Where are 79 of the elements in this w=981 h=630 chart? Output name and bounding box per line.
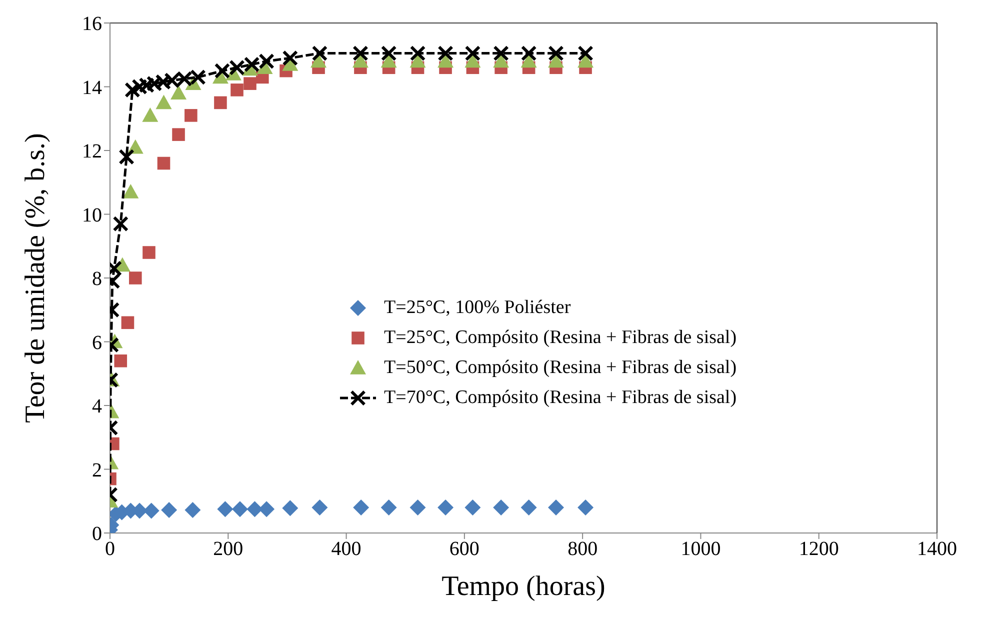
y-tick-label: 4 bbox=[92, 396, 102, 418]
point bbox=[142, 246, 156, 259]
point bbox=[410, 500, 426, 516]
point bbox=[548, 45, 564, 62]
point bbox=[164, 72, 180, 88]
point bbox=[190, 69, 206, 86]
point bbox=[352, 45, 368, 62]
point bbox=[229, 60, 245, 76]
point bbox=[520, 500, 537, 516]
point bbox=[258, 501, 275, 518]
point bbox=[244, 77, 256, 90]
point bbox=[438, 45, 454, 62]
point bbox=[129, 272, 142, 284]
y-tick-label: 10 bbox=[82, 204, 102, 226]
x-tick-label: 800 bbox=[568, 538, 598, 560]
point bbox=[380, 45, 397, 62]
point bbox=[578, 500, 594, 516]
point bbox=[146, 76, 162, 92]
y-tick-label: 0 bbox=[92, 523, 102, 546]
point bbox=[464, 500, 481, 516]
point bbox=[282, 50, 298, 66]
x-axis-title: Tempo (horas) bbox=[442, 571, 606, 602]
point bbox=[138, 77, 155, 94]
point bbox=[170, 85, 187, 100]
point bbox=[184, 109, 198, 122]
point bbox=[438, 500, 454, 516]
point bbox=[124, 82, 140, 98]
point bbox=[230, 84, 244, 96]
legend-label: T=50°C, Compósito (Resina + Fibras de sisal) bbox=[384, 356, 737, 380]
point bbox=[353, 500, 370, 516]
y-tick-label: 8 bbox=[92, 268, 102, 290]
x-tick-label: 400 bbox=[331, 538, 362, 560]
legend-label: T=25°C, 100% Poliéster bbox=[384, 296, 571, 320]
point bbox=[114, 354, 128, 368]
point bbox=[232, 501, 248, 518]
point bbox=[121, 316, 134, 330]
point bbox=[464, 45, 481, 62]
point bbox=[161, 502, 178, 518]
point bbox=[156, 94, 172, 110]
point bbox=[493, 500, 510, 516]
x-tick-label: 600 bbox=[449, 538, 480, 560]
point bbox=[520, 45, 537, 62]
point bbox=[184, 502, 201, 518]
y-tick-label: 14 bbox=[82, 76, 102, 99]
x-tick-label: 1000 bbox=[680, 538, 721, 560]
point bbox=[112, 216, 129, 232]
point bbox=[157, 156, 170, 170]
point bbox=[122, 184, 139, 198]
point bbox=[118, 148, 134, 165]
point bbox=[312, 500, 328, 516]
y-axis-title: Teor de umidade (%, b.s.) bbox=[20, 133, 51, 423]
point bbox=[548, 500, 564, 516]
y-tick-label: 12 bbox=[82, 140, 102, 163]
y-tick-label: 2 bbox=[92, 459, 102, 482]
y-tick-label: 16 bbox=[82, 13, 102, 36]
point bbox=[143, 502, 160, 519]
point bbox=[217, 501, 234, 518]
x-tick-label: 200 bbox=[213, 538, 244, 560]
point bbox=[132, 78, 148, 95]
point bbox=[214, 96, 227, 110]
legend-label: T=25°C, Compósito (Resina + Fibras de sisal) bbox=[384, 326, 737, 350]
point bbox=[282, 500, 298, 516]
point bbox=[214, 62, 230, 79]
legend-label: T=70°C, Compósito (Resina + Fibras de sisal) bbox=[384, 386, 737, 410]
y-tick-label: 6 bbox=[92, 332, 102, 354]
point bbox=[142, 107, 158, 122]
point bbox=[410, 45, 426, 62]
x-tick-label: 1400 bbox=[917, 538, 957, 560]
point bbox=[172, 128, 185, 141]
point bbox=[380, 500, 397, 516]
point bbox=[155, 74, 172, 90]
point bbox=[244, 56, 260, 72]
point bbox=[578, 45, 594, 62]
point bbox=[176, 70, 192, 87]
point bbox=[312, 45, 328, 62]
point bbox=[258, 53, 274, 70]
point bbox=[493, 45, 509, 62]
point bbox=[246, 501, 263, 518]
x-tick-label: 1200 bbox=[798, 538, 839, 560]
